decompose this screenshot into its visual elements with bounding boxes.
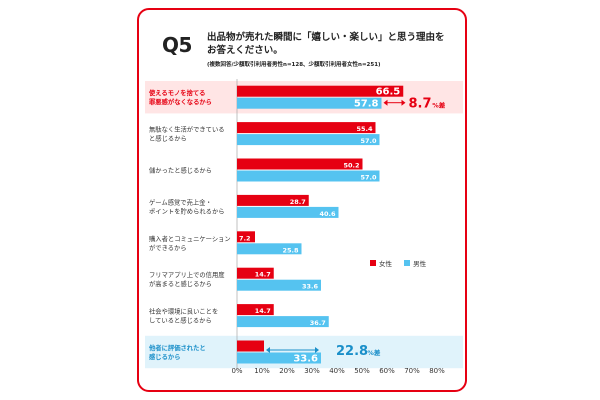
category-label: ゲーム感覚で売上金・ xyxy=(149,197,212,206)
legend-swatch-female xyxy=(370,260,376,266)
category-label: 儲かったと感じるから xyxy=(149,166,212,175)
value-label-female: 50.2 xyxy=(343,162,359,170)
x-tick-label: 60% xyxy=(379,367,395,375)
legend-item-female: 女性 xyxy=(370,258,392,268)
bar-male xyxy=(237,352,321,364)
difference-value: 8.7 xyxy=(409,97,432,112)
bar-male xyxy=(237,134,380,146)
question-title-line: お答えください。 xyxy=(207,45,283,56)
difference-arrow-head-right xyxy=(315,347,319,353)
value-label-female: 14.7 xyxy=(255,271,271,279)
legend-swatch-male xyxy=(404,260,411,266)
bar-male xyxy=(237,279,321,291)
value-label-male: 36.7 xyxy=(310,319,326,327)
category-label: が高まると感じるから xyxy=(149,279,212,288)
difference-unit: %差 xyxy=(432,101,446,110)
difference-arrow-head-right xyxy=(401,99,406,106)
x-tick-label: 40% xyxy=(329,367,345,375)
category-label: 他者に評価されたと xyxy=(148,343,206,352)
value-label-female: 66.5 xyxy=(376,87,401,98)
x-tick-label: 0% xyxy=(231,367,242,375)
value-label-male: 57.0 xyxy=(360,137,377,145)
difference-unit: %差 xyxy=(367,348,381,357)
x-tick-label: 20% xyxy=(279,367,295,375)
category-label: 感じるから xyxy=(149,352,180,361)
value-label-female: 7.2 xyxy=(239,234,251,242)
category-label: 無駄なく生活ができている xyxy=(149,125,225,134)
legend-item-male: 男性 xyxy=(404,258,426,268)
value-label-female: 10.8 xyxy=(239,342,264,353)
bar-female xyxy=(237,340,264,352)
value-label-male: 33.6 xyxy=(293,354,318,365)
question-note: (複数回答/少額取引利用者男性n=128、少額取引利用者女性n=251) xyxy=(207,62,381,68)
x-tick-label: 10% xyxy=(254,367,270,375)
difference-arrow-head-left xyxy=(266,347,270,353)
category-label: 罪悪感がなくなるから xyxy=(149,97,212,106)
chart-legend: 女性 男性 xyxy=(370,258,436,268)
category-label: ポイントを貯められるから xyxy=(149,206,225,215)
x-tick-label: 80% xyxy=(429,367,445,375)
category-label: ができるから xyxy=(149,243,187,252)
category-label: 使えるモノを捨てる xyxy=(148,88,205,97)
x-tick-label: 30% xyxy=(304,367,320,375)
x-tick-label: 70% xyxy=(404,367,420,375)
bar-female xyxy=(237,194,309,206)
legend-label-female: 女性 xyxy=(379,260,392,268)
question-title: 出品物が売れた瞬間に「嬉しい・楽しい」と思う理由を お答えください。 xyxy=(207,31,457,57)
bar-female xyxy=(237,231,255,243)
bar-female xyxy=(237,122,376,134)
bar-male xyxy=(237,97,382,109)
value-label-male: 40.6 xyxy=(319,210,336,218)
bar-female xyxy=(237,85,404,97)
category-label: していると感じるから xyxy=(149,316,212,325)
category-label: フリマアプリ上での信用度 xyxy=(149,270,225,279)
difference-arrow-head-left xyxy=(383,99,388,106)
value-label-male: 33.6 xyxy=(302,283,319,291)
legend-label-male: 男性 xyxy=(413,260,427,268)
value-label-female: 28.7 xyxy=(290,198,306,206)
bar-male xyxy=(237,206,339,218)
bar-female xyxy=(237,304,274,316)
category-label: 社会や環境に良いことを xyxy=(149,307,218,316)
bar-male xyxy=(237,243,302,255)
question-title-line: 出品物が売れた瞬間に「嬉しい・楽しい」と思う理由を xyxy=(207,32,445,43)
difference-value: 22.8 xyxy=(336,344,368,359)
category-label: 購入者とコミュニケーション xyxy=(149,234,231,243)
bar-female xyxy=(237,267,274,279)
x-tick-label: 50% xyxy=(354,367,370,375)
value-label-male: 57.0 xyxy=(360,174,377,182)
value-label-female: 14.7 xyxy=(255,307,271,315)
bar-female xyxy=(237,158,363,170)
value-label-female: 55.4 xyxy=(356,125,373,133)
bar-male xyxy=(237,316,329,328)
question-number: Q5 xyxy=(162,33,192,57)
category-label: と感じるから xyxy=(149,134,187,143)
value-label-male: 25.8 xyxy=(282,246,299,254)
bar-male xyxy=(237,170,380,182)
value-label-male: 57.8 xyxy=(354,99,379,110)
